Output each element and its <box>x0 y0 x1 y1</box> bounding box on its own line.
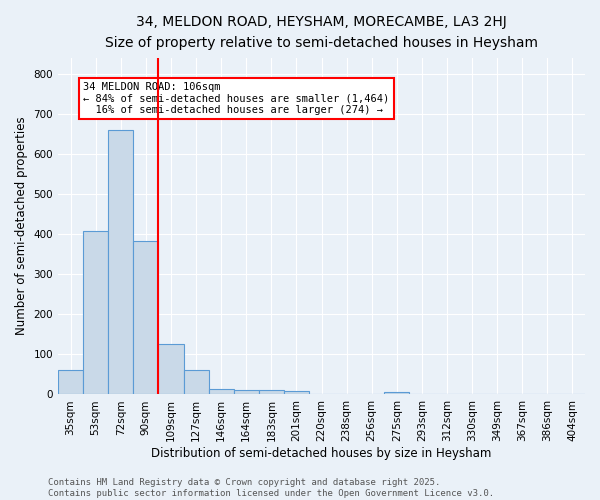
Bar <box>384 392 409 394</box>
Bar <box>184 370 209 394</box>
Bar <box>209 389 233 394</box>
Bar <box>284 391 309 394</box>
Title: 34, MELDON ROAD, HEYSHAM, MORECAMBE, LA3 2HJ
Size of property relative to semi-d: 34, MELDON ROAD, HEYSHAM, MORECAMBE, LA3… <box>105 15 538 50</box>
Bar <box>133 242 158 394</box>
Bar <box>58 370 83 394</box>
Bar <box>108 130 133 394</box>
Bar <box>233 390 259 394</box>
Text: Contains HM Land Registry data © Crown copyright and database right 2025.
Contai: Contains HM Land Registry data © Crown c… <box>48 478 494 498</box>
Text: 34 MELDON ROAD: 106sqm
← 84% of semi-detached houses are smaller (1,464)
  16% o: 34 MELDON ROAD: 106sqm ← 84% of semi-det… <box>83 82 389 115</box>
Bar <box>83 231 108 394</box>
Bar <box>259 390 284 394</box>
Y-axis label: Number of semi-detached properties: Number of semi-detached properties <box>15 117 28 336</box>
X-axis label: Distribution of semi-detached houses by size in Heysham: Distribution of semi-detached houses by … <box>151 447 492 460</box>
Bar <box>158 344 184 395</box>
